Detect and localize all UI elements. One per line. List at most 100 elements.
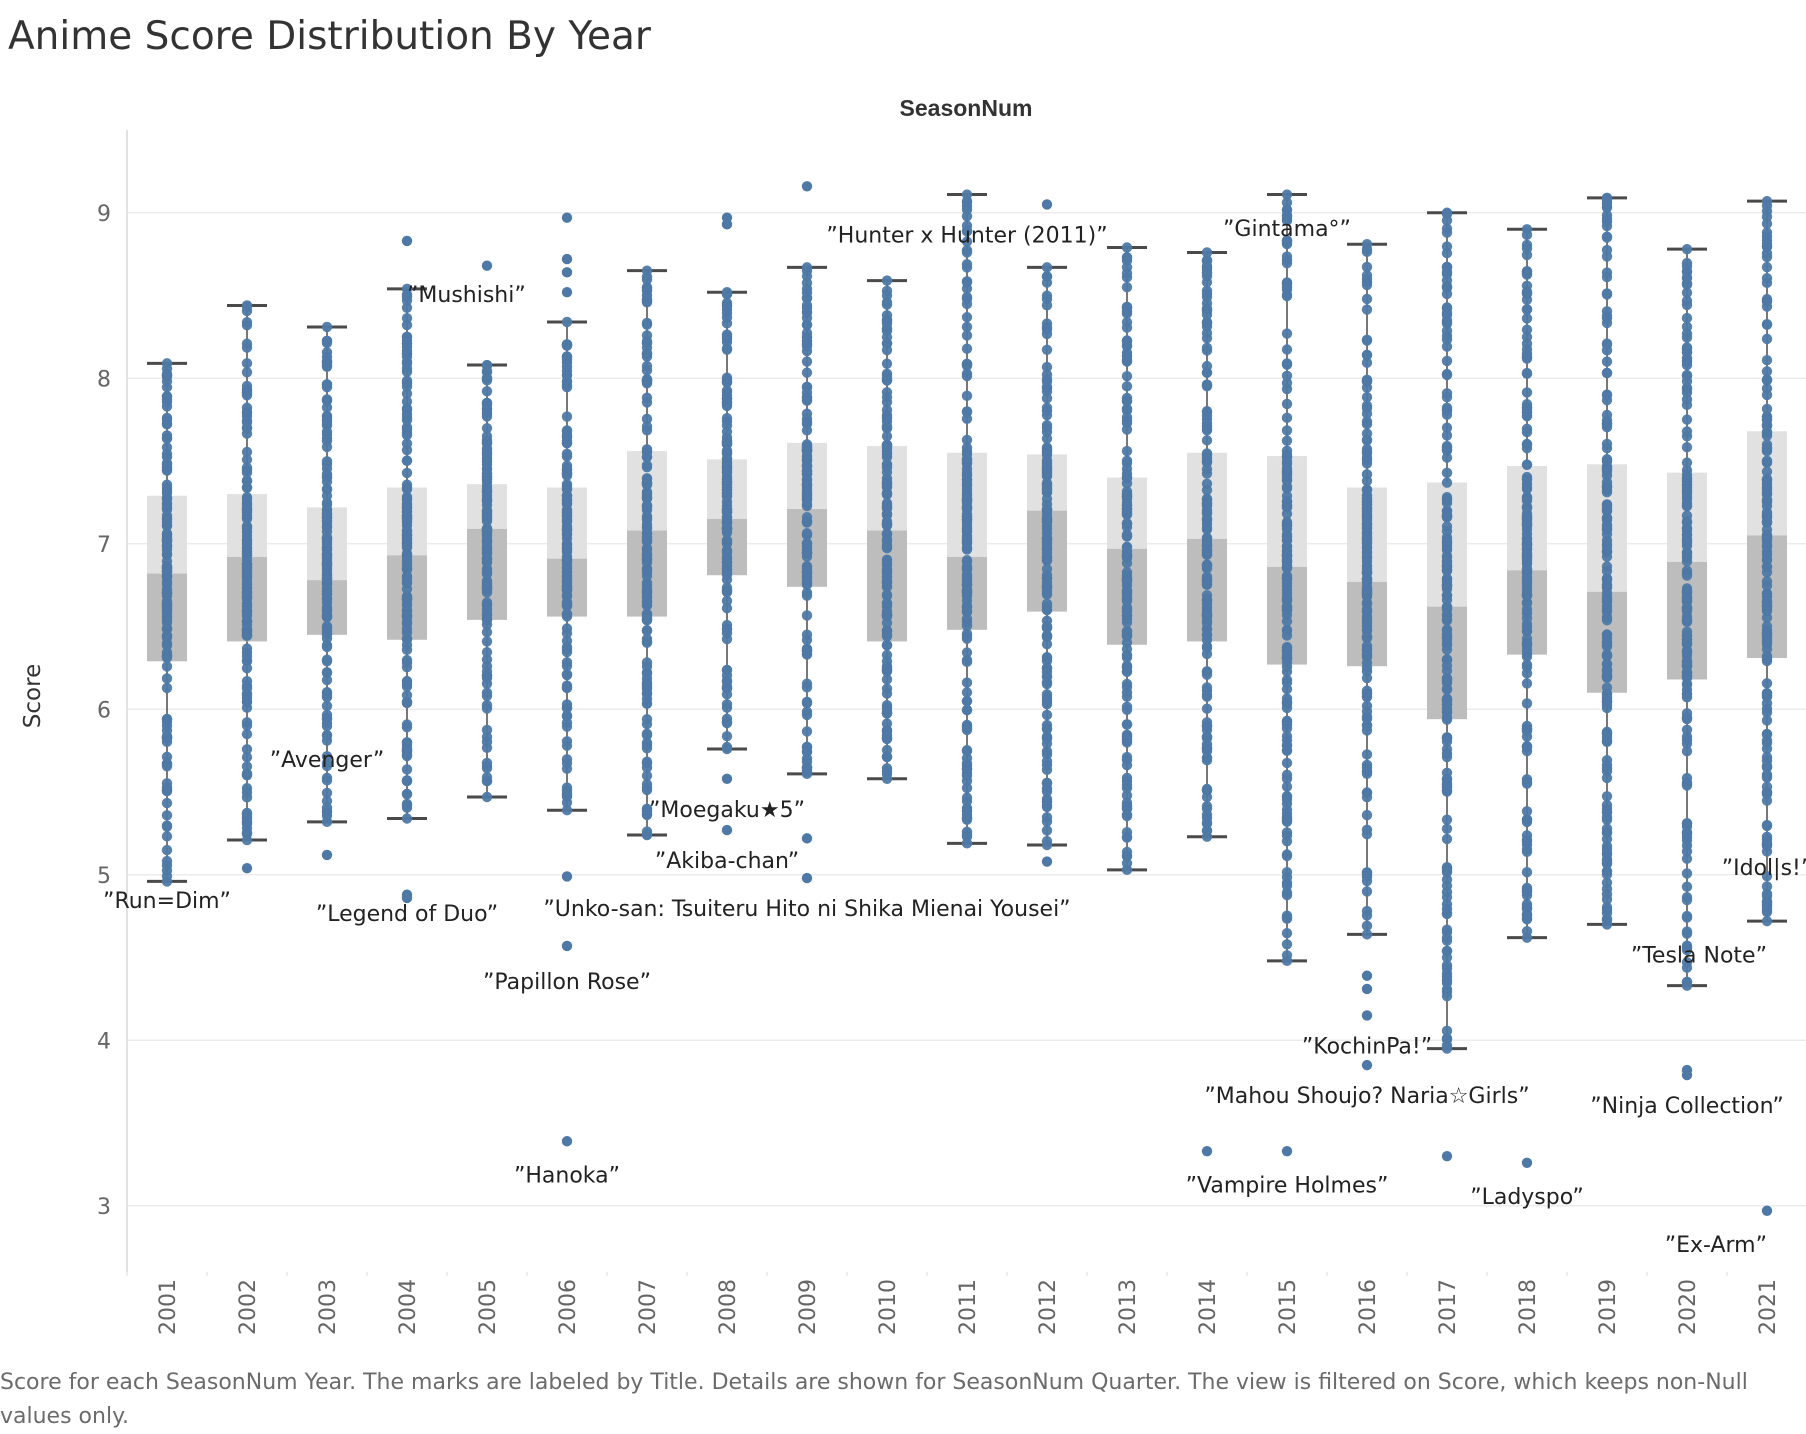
data-point[interactable]	[1201, 342, 1213, 354]
data-point[interactable]	[561, 559, 573, 570]
data-point[interactable]	[881, 631, 893, 642]
data-point[interactable]	[1041, 630, 1053, 641]
data-point[interactable]	[1761, 743, 1773, 754]
data-point[interactable]	[481, 757, 493, 769]
data-point[interactable]	[1441, 556, 1453, 567]
data-point[interactable]	[401, 319, 413, 331]
data-point[interactable]	[401, 348, 413, 360]
data-point[interactable]	[1681, 713, 1693, 724]
data-point[interactable]	[961, 677, 973, 688]
data-point[interactable]	[1441, 1025, 1453, 1037]
data-point[interactable]	[1601, 514, 1613, 526]
data-point[interactable]	[1761, 834, 1773, 846]
data-point[interactable]	[1201, 669, 1213, 680]
outlier-point[interactable]	[481, 260, 493, 271]
data-point[interactable]	[881, 558, 893, 569]
data-point[interactable]	[161, 821, 173, 832]
data-point[interactable]	[881, 656, 893, 667]
data-point[interactable]	[641, 319, 653, 330]
data-point[interactable]	[1601, 480, 1613, 491]
data-point[interactable]	[321, 559, 333, 570]
data-point[interactable]	[961, 245, 973, 256]
data-point[interactable]	[1521, 324, 1533, 335]
data-point[interactable]	[1681, 457, 1693, 468]
data-point[interactable]	[1441, 908, 1453, 920]
data-point[interactable]	[1601, 666, 1613, 677]
data-point[interactable]	[1601, 866, 1613, 877]
data-point[interactable]	[881, 409, 893, 421]
outlier-point[interactable]	[1361, 983, 1373, 995]
data-point[interactable]	[881, 449, 893, 460]
data-point[interactable]	[1201, 685, 1213, 696]
data-point[interactable]	[241, 546, 253, 557]
data-point[interactable]	[801, 319, 813, 330]
data-point[interactable]	[1521, 638, 1533, 649]
data-point[interactable]	[161, 682, 173, 694]
data-point[interactable]	[1361, 556, 1373, 567]
data-point[interactable]	[1761, 333, 1773, 345]
data-point[interactable]	[641, 491, 653, 502]
data-point[interactable]	[241, 580, 253, 591]
data-point[interactable]	[1681, 500, 1693, 511]
data-point[interactable]	[241, 358, 253, 369]
data-point[interactable]	[1521, 834, 1533, 846]
data-point[interactable]	[1761, 561, 1773, 573]
data-point[interactable]	[1281, 605, 1293, 616]
data-point[interactable]	[881, 500, 893, 512]
data-point[interactable]	[1361, 484, 1373, 495]
data-point[interactable]	[801, 529, 813, 540]
data-point[interactable]	[641, 392, 653, 403]
data-point[interactable]	[1681, 266, 1693, 277]
data-point[interactable]	[1761, 389, 1773, 401]
data-point[interactable]	[1601, 356, 1613, 367]
data-point[interactable]	[1601, 702, 1613, 714]
data-point[interactable]	[961, 343, 973, 354]
data-point[interactable]	[881, 441, 893, 452]
data-point[interactable]	[881, 396, 893, 408]
data-point[interactable]	[881, 481, 893, 493]
data-point[interactable]	[161, 733, 173, 744]
data-point[interactable]	[161, 831, 173, 842]
data-point[interactable]	[481, 703, 493, 714]
data-point[interactable]	[1121, 652, 1133, 663]
data-point[interactable]	[961, 358, 973, 370]
data-point[interactable]	[641, 657, 653, 668]
data-point[interactable]	[1201, 505, 1213, 516]
data-point[interactable]	[1361, 910, 1373, 921]
data-point[interactable]	[1201, 247, 1213, 258]
data-point[interactable]	[1281, 616, 1293, 627]
data-point[interactable]	[561, 736, 573, 747]
data-point[interactable]	[241, 761, 253, 772]
data-point[interactable]	[1361, 469, 1373, 480]
data-point[interactable]	[1361, 720, 1373, 731]
data-point[interactable]	[1601, 464, 1613, 476]
data-point[interactable]	[1521, 229, 1533, 241]
data-point[interactable]	[1521, 661, 1533, 673]
data-point[interactable]	[1441, 477, 1453, 488]
data-point[interactable]	[561, 797, 573, 808]
outlier-point[interactable]	[1361, 1059, 1373, 1071]
data-point[interactable]	[1281, 794, 1293, 805]
data-point[interactable]	[1521, 404, 1533, 415]
data-point[interactable]	[1441, 402, 1453, 414]
data-point[interactable]	[961, 195, 973, 207]
data-point[interactable]	[1041, 324, 1053, 335]
data-point[interactable]	[1761, 715, 1773, 726]
data-point[interactable]	[1201, 305, 1213, 317]
data-point[interactable]	[1441, 886, 1453, 898]
data-point[interactable]	[401, 438, 413, 449]
data-point[interactable]	[1201, 540, 1213, 551]
data-point[interactable]	[1041, 719, 1053, 731]
data-point[interactable]	[1761, 602, 1773, 613]
data-point[interactable]	[561, 805, 573, 816]
data-point[interactable]	[961, 510, 973, 521]
data-point[interactable]	[401, 549, 413, 561]
data-point[interactable]	[1441, 452, 1453, 463]
data-point[interactable]	[1201, 618, 1213, 629]
data-point[interactable]	[801, 697, 813, 709]
data-point[interactable]	[801, 292, 813, 304]
data-point[interactable]	[721, 394, 733, 405]
data-point[interactable]	[1601, 637, 1613, 648]
data-point[interactable]	[1201, 561, 1213, 572]
data-point[interactable]	[401, 503, 413, 514]
